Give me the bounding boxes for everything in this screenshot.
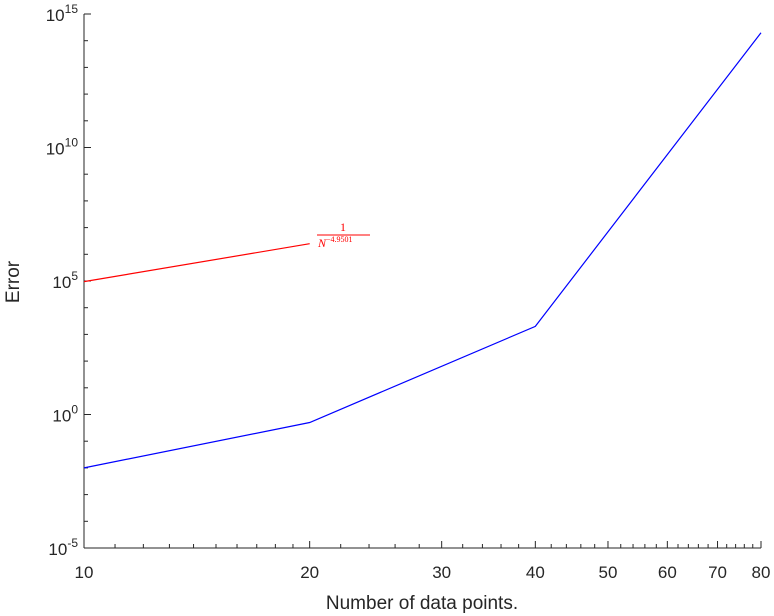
series-layer <box>83 32 762 469</box>
annotation-numerator: 1 <box>340 220 346 234</box>
annotation-denominator: N−4.9501 <box>317 235 353 250</box>
x-tick-label: 10 <box>75 563 94 582</box>
y-tick-label: 1015 <box>46 2 79 25</box>
annotation-denominator-base: N <box>317 236 327 250</box>
y-tick-label: 105 <box>52 269 78 292</box>
y-tick-label: 10-5 <box>48 536 78 559</box>
y-tick-label: 100 <box>52 403 78 426</box>
y-axis-label: Error <box>3 260 24 303</box>
y-tick-label: 1010 <box>46 136 79 159</box>
x-tick-label: 60 <box>658 563 677 582</box>
annotation-denominator-exponent: −4.9501 <box>326 235 353 244</box>
x-tick-label: 50 <box>599 563 618 582</box>
series-line-2 <box>83 243 310 283</box>
series-line-1 <box>83 32 762 469</box>
annotation: 1 N−4.9501 <box>317 220 370 250</box>
x-tick-label: 40 <box>526 563 545 582</box>
x-tick-label: 70 <box>708 563 727 582</box>
x-tick-label: 80 <box>752 563 771 582</box>
x-tick-label: 20 <box>300 563 319 582</box>
x-tick-label: 30 <box>432 563 451 582</box>
x-axis-label: Number of data points. <box>326 593 518 614</box>
